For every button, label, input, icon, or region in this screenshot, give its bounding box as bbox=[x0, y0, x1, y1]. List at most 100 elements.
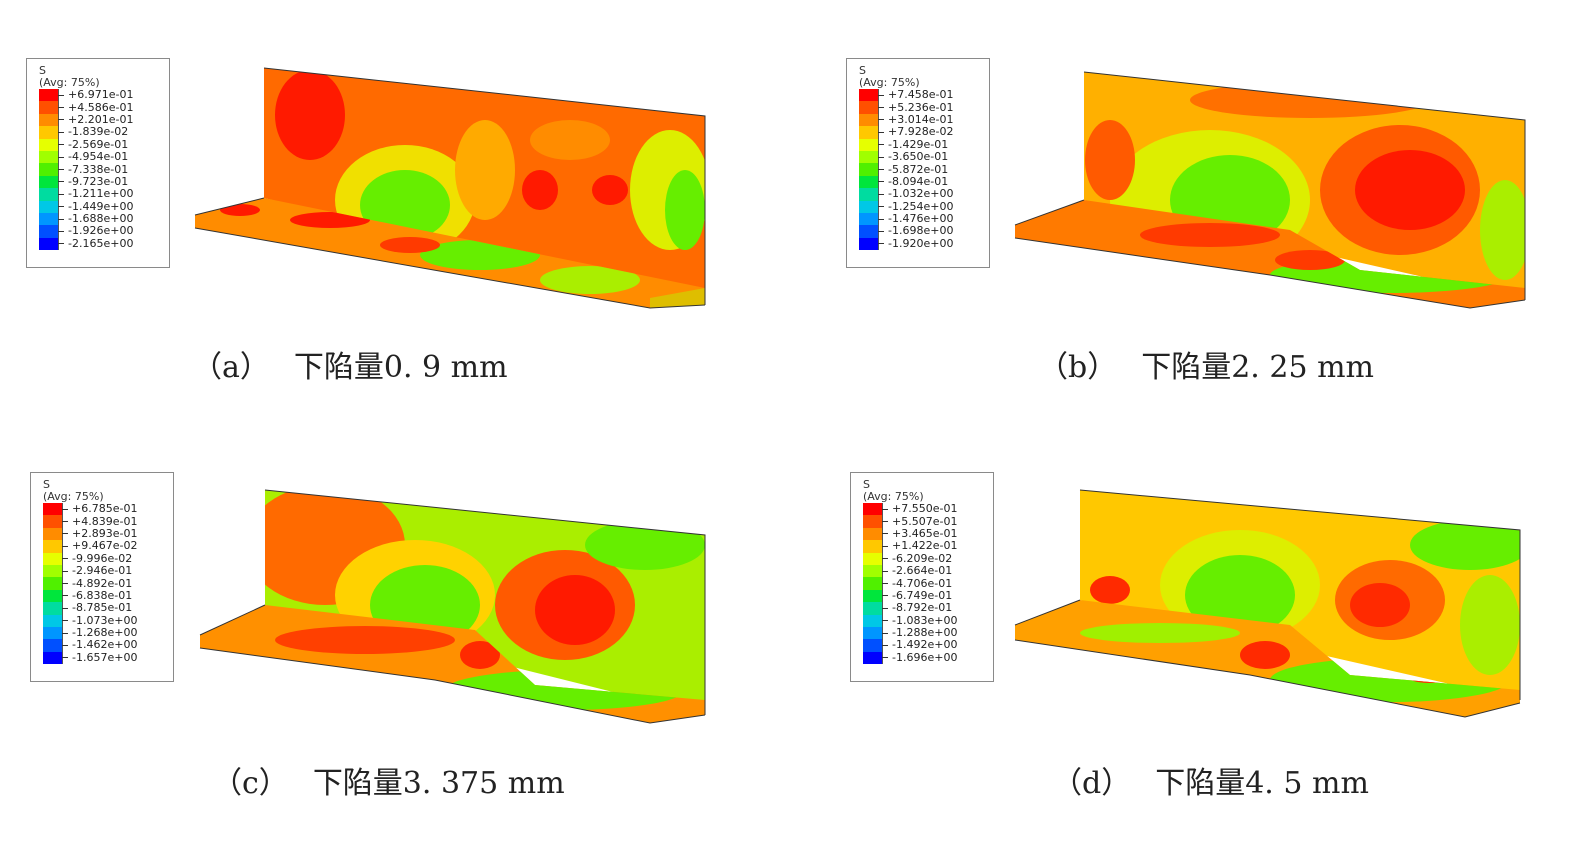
legend-row: -1.688e+00 bbox=[39, 212, 163, 226]
legend-row: +2.893e-01 bbox=[43, 527, 167, 541]
legend-tick bbox=[62, 545, 68, 547]
legend-value: +1.422e-01 bbox=[892, 539, 958, 553]
legend-swatch bbox=[863, 589, 883, 603]
legend-tick bbox=[62, 570, 68, 572]
legend-swatch bbox=[863, 651, 883, 665]
legend-row: -1.926e+00 bbox=[39, 225, 163, 238]
legend-swatch bbox=[43, 527, 63, 541]
legend-value: -1.688e+00 bbox=[68, 212, 134, 226]
legend-tick bbox=[58, 243, 64, 245]
legend-swatch bbox=[43, 614, 63, 627]
legend-tick bbox=[58, 181, 64, 183]
legend-b: S (Avg: 75%) +7.458e-01 +5.236e-01 +3.014e… bbox=[846, 58, 990, 268]
panel-b: S (Avg: 75%) +7.458e-01 +5.236e-01 +3.014e… bbox=[820, 0, 1580, 385]
legend-value: +5.507e-01 bbox=[892, 514, 958, 528]
panel-label: （c） bbox=[212, 766, 289, 801]
legend-swatch bbox=[863, 602, 883, 615]
legend-d: S (Avg: 75%) +7.550e-01 +5.507e-01 +3.465e… bbox=[850, 472, 994, 682]
legend-tick bbox=[58, 119, 64, 121]
legend-swatch bbox=[859, 89, 879, 102]
legend-variable: S bbox=[859, 64, 866, 77]
legend-swatch bbox=[39, 212, 59, 226]
legend-tick bbox=[882, 657, 888, 659]
legend-value: -6.838e-01 bbox=[72, 588, 133, 602]
legend-value: +2.201e-01 bbox=[68, 112, 134, 126]
caption-d: （d） 下陷量4. 5 mm bbox=[1052, 758, 1369, 802]
legend-tick bbox=[58, 156, 64, 158]
legend-value: -7.338e-01 bbox=[68, 162, 129, 176]
legend-value: -1.657e+00 bbox=[72, 650, 138, 664]
legend-swatch bbox=[43, 552, 63, 565]
panel-label: （d） bbox=[1052, 766, 1132, 801]
legend-row: -2.569e-01 bbox=[39, 138, 163, 151]
legend-row: -1.657e+00 bbox=[43, 650, 167, 665]
legend-rows: +6.971e-01 +4.586e-01 +2.201e-01 -1.839e-02… bbox=[39, 89, 163, 251]
legend-tick bbox=[58, 218, 64, 220]
legend-row: -1.268e+00 bbox=[43, 626, 167, 640]
legend-row: -4.892e-01 bbox=[43, 577, 167, 590]
legend-swatch bbox=[39, 113, 59, 127]
legend-value: -1.288e+00 bbox=[892, 626, 958, 640]
legend-row: -3.650e-01 bbox=[859, 151, 983, 164]
legend-tick bbox=[882, 558, 888, 560]
legend-value: -6.749e-01 bbox=[892, 588, 953, 602]
legend-tick bbox=[58, 193, 64, 195]
legend-value: -8.785e-01 bbox=[72, 601, 133, 615]
legend-tick bbox=[878, 156, 884, 158]
legend-row: -4.706e-01 bbox=[863, 577, 987, 590]
panel-label: （b） bbox=[1038, 350, 1118, 385]
legend-tick bbox=[58, 107, 64, 109]
panel-a: S (Avg: 75%) +6.971e-01 +4.586e-01 +2.201e… bbox=[0, 0, 760, 385]
legend-value: -1.073e+00 bbox=[72, 613, 138, 627]
legend-swatch bbox=[43, 577, 63, 590]
caption-c: （c） 下陷量3. 375 mm bbox=[212, 758, 565, 802]
legend-value: +3.014e-01 bbox=[888, 112, 954, 126]
legend-value: +7.550e-01 bbox=[892, 502, 958, 516]
legend-tick bbox=[882, 632, 888, 634]
legend-tick bbox=[882, 644, 888, 646]
legend-row: -5.872e-01 bbox=[859, 163, 983, 176]
legend-value: -9.996e-02 bbox=[72, 551, 133, 565]
legend-row: +5.236e-01 bbox=[859, 101, 983, 114]
legend-row: -1.288e+00 bbox=[863, 626, 987, 640]
panel-d: S (Avg: 75%) +7.550e-01 +5.507e-01 +3.465e… bbox=[820, 420, 1580, 802]
legend-averaging: (Avg: 75%) bbox=[863, 490, 924, 503]
legend-tick bbox=[882, 607, 888, 609]
legend-swatch bbox=[43, 626, 63, 640]
legend-value: -1.083e+00 bbox=[892, 613, 958, 627]
legend-tick bbox=[882, 620, 888, 622]
legend-swatch bbox=[859, 175, 879, 189]
legend-row: +7.928e-02 bbox=[859, 126, 983, 139]
legend-rows: +7.458e-01 +5.236e-01 +3.014e-01 +7.928e-02… bbox=[859, 89, 983, 251]
legend-swatch bbox=[859, 163, 879, 176]
legend-value: -1.211e+00 bbox=[68, 187, 134, 201]
stress-contour-plot-b bbox=[1014, 71, 1526, 309]
legend-row: -1.920e+00 bbox=[859, 236, 983, 251]
legend-tick bbox=[878, 206, 884, 208]
legend-row: -2.664e-01 bbox=[863, 565, 987, 578]
legend-value: -1.476e+00 bbox=[888, 212, 954, 226]
legend-row: +4.586e-01 bbox=[39, 100, 163, 114]
caption-b: （b） 下陷量2. 25 mm bbox=[1038, 342, 1374, 386]
legend-row: -1.492e+00 bbox=[863, 638, 987, 652]
legend-swatch bbox=[859, 188, 879, 201]
legend-value: -8.792e-01 bbox=[892, 601, 953, 615]
legend-value: +4.586e-01 bbox=[68, 100, 134, 114]
legend-tick bbox=[878, 119, 884, 121]
legend-swatch bbox=[39, 150, 59, 164]
legend-swatch bbox=[43, 589, 63, 603]
legend-swatch bbox=[43, 564, 63, 578]
legend-value: -1.492e+00 bbox=[892, 638, 958, 652]
legend-row: -6.838e-01 bbox=[43, 588, 167, 603]
legend-value: -1.920e+00 bbox=[888, 236, 954, 250]
legend-tick bbox=[62, 657, 68, 659]
legend-row: -1.696e+00 bbox=[863, 651, 987, 665]
legend-value: -1.032e+00 bbox=[888, 187, 954, 201]
legend-row: -1.449e+00 bbox=[39, 200, 163, 213]
legend-tick bbox=[878, 144, 884, 146]
legend-variable: S bbox=[39, 64, 46, 77]
stress-contour-plot-d bbox=[1014, 489, 1521, 718]
legend-swatch bbox=[43, 639, 63, 652]
legend-variable: S bbox=[43, 478, 50, 491]
legend-row: +2.201e-01 bbox=[39, 112, 163, 127]
